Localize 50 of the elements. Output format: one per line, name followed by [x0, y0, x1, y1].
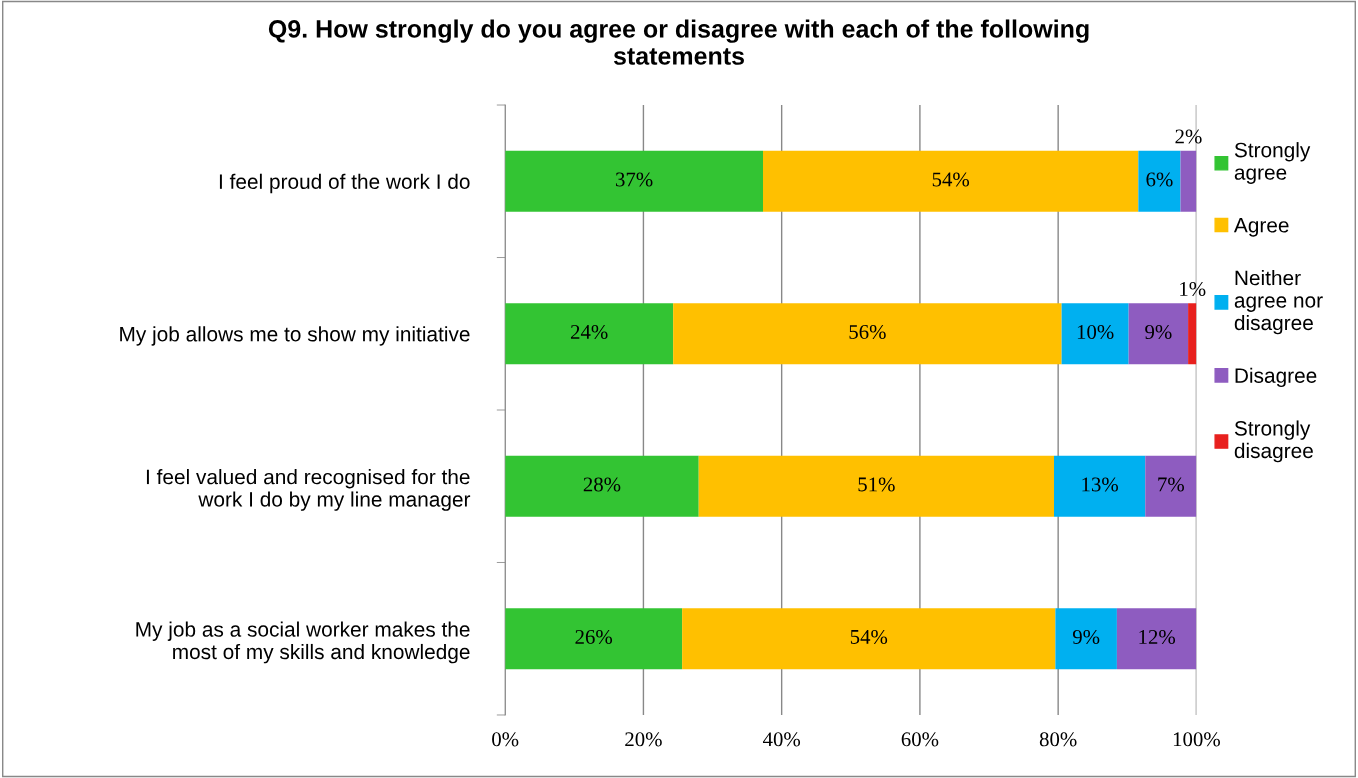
- data-label: 1%: [1180, 281, 1206, 297]
- data-label: 56%: [849, 324, 886, 340]
- bar: [505, 150, 763, 212]
- data-label: 51%: [858, 477, 895, 492]
- x-tick-label: 60%: [901, 732, 939, 747]
- y-tick-label: My job allows me to show my initiative: [120, 326, 470, 346]
- data-label: 24%: [570, 324, 608, 340]
- data-label: 12%: [1139, 629, 1176, 645]
- bar: [1128, 303, 1189, 365]
- data-label: 9%: [1072, 629, 1100, 645]
- bar: [1180, 150, 1197, 212]
- data-label: 13%: [1082, 477, 1119, 492]
- x-tick-label: 20%: [625, 732, 662, 747]
- legend-label: Disagree: [1235, 367, 1317, 388]
- bar: [1188, 303, 1197, 365]
- bar: [682, 608, 1056, 670]
- bar: [698, 455, 1055, 517]
- data-label: 26%: [575, 629, 613, 645]
- x-tick-label: 40%: [762, 732, 801, 747]
- y-tick-label: I feel proud of the work I do: [219, 173, 470, 194]
- data-label: 54%: [932, 172, 970, 187]
- bar: [763, 150, 1139, 212]
- data-label: 28%: [583, 477, 621, 492]
- bar: [1116, 608, 1197, 670]
- data-label: 9%: [1145, 324, 1172, 340]
- bar: [1138, 150, 1181, 212]
- x-tick-label: 80%: [1039, 732, 1077, 747]
- bar: [1061, 303, 1129, 365]
- chart-title: Q9. How strongly do you agree or disagree with each of the following statements: [268, 19, 1089, 65]
- legend-label: Neither agree nor disagree: [1234, 270, 1323, 335]
- legend-label: Strongly disagree: [1234, 420, 1313, 463]
- bar: [673, 303, 1062, 365]
- bar: [1054, 455, 1146, 517]
- y-tick-label: I feel valued and recognised for the work I do by my line manager: [146, 468, 471, 511]
- data-label: 7%: [1158, 477, 1184, 492]
- x-tick-label: 100%: [1173, 732, 1220, 747]
- bar: [505, 608, 683, 670]
- data-label: 2%: [1175, 129, 1202, 144]
- data-label: 6%: [1146, 172, 1173, 187]
- data-label: 10%: [1077, 324, 1114, 340]
- bar: [505, 455, 699, 517]
- legend-label: Strongly agree: [1234, 142, 1311, 184]
- data-label: 54%: [850, 629, 888, 645]
- legend-label: Agree: [1233, 218, 1289, 237]
- bar: [1145, 455, 1197, 517]
- y-tick-label: My job as a social worker makes the most of my skills and knowledge: [136, 621, 470, 664]
- data-label: 37%: [615, 172, 653, 187]
- x-tick-label: 0%: [492, 732, 519, 747]
- bar: [1055, 608, 1117, 670]
- bar: [505, 303, 674, 365]
